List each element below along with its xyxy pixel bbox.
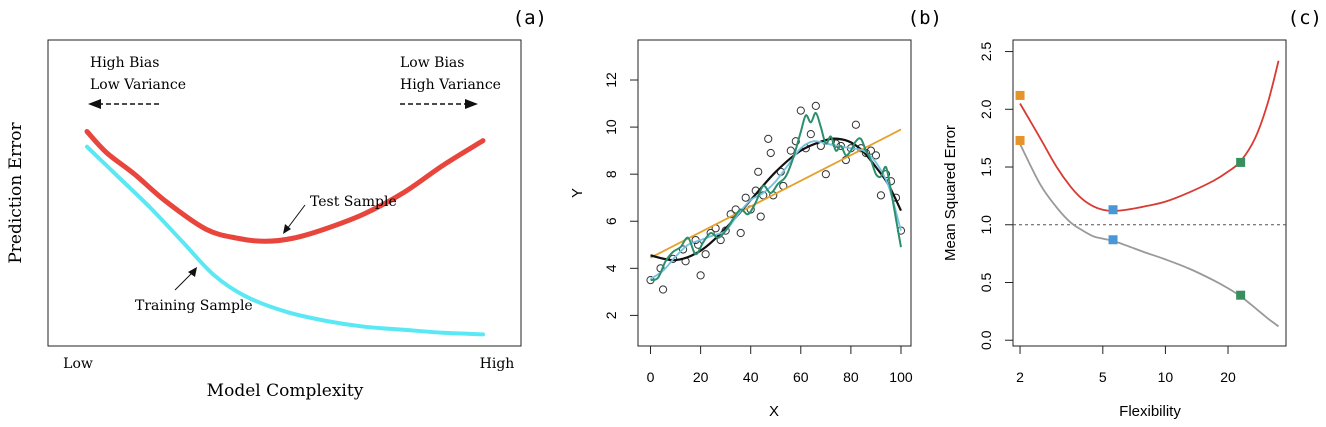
test-sample-arrow (283, 204, 306, 234)
x-tick-label: 20 (1220, 369, 1236, 385)
square-marker (1236, 290, 1246, 300)
high-variance-text: High Variance (400, 77, 501, 93)
panel-c: (c) 2 5 10 20 0.0 0.5 1.0 1.5 2.0 2.5 Flexibility… (942, 7, 1322, 420)
panel-c-y-axis-label: Mean Squared Error (942, 125, 959, 261)
x-tick-label: 0 (647, 369, 655, 385)
data-point (678, 245, 688, 254)
y-tick-label: 8 (603, 170, 619, 178)
y-tick-label: 2.0 (978, 99, 994, 119)
x-tick-label: 80 (843, 369, 859, 385)
panel-a: (a) High Bias Low Variance Low Bias High… (6, 7, 547, 401)
x-tick-label: 5 (1099, 369, 1107, 385)
y-tick-label: 0.0 (978, 330, 994, 350)
y-tick-label: 2.5 (978, 42, 994, 62)
high-bias-text: High Bias (90, 55, 159, 71)
data-point (796, 106, 805, 115)
panel-a-label: (a) (513, 7, 547, 29)
x-tick-high: High (480, 356, 515, 372)
data-point (658, 285, 668, 294)
panel-b-x-axis-label: X (769, 403, 779, 420)
x-tick-label: 40 (743, 369, 759, 385)
panel-b-ticks: 0 20 40 60 80 100 2 4 6 8 10 12 (603, 72, 913, 385)
training-sample-label: Training Sample (135, 298, 253, 314)
panel-b: (b) 0 20 40 60 80 100 2 4 6 8 10 12 X Y (569, 7, 942, 420)
panel-b-points (646, 101, 906, 294)
linear-fit-line (650, 128, 902, 259)
panel-c-x-axis-label: Flexibility (1119, 403, 1181, 420)
panel-a-x-axis-label: Model Complexity (207, 381, 364, 401)
data-point (876, 191, 886, 200)
smooth-fit-line (650, 137, 902, 262)
right-dashed-arrow (400, 99, 478, 109)
low-variance-text: Low Variance (90, 77, 186, 93)
panel-b-label: (b) (908, 7, 942, 29)
data-point (791, 137, 800, 146)
panel-a-curves (84, 129, 486, 337)
data-point (754, 167, 763, 176)
panel-c-curves (1013, 60, 1286, 328)
data-point (756, 212, 765, 221)
panel-c-label: (c) (1288, 7, 1322, 29)
x-tick-label: 60 (793, 369, 809, 385)
panel-b-frame (637, 39, 912, 347)
panel-b-curves (650, 111, 902, 282)
x-tick-label: 2 (1016, 369, 1024, 385)
data-point (764, 134, 773, 143)
panel-c-ticks: 2 5 10 20 0.0 0.5 1.0 1.5 2.0 2.5 (978, 42, 1236, 385)
y-tick-label: 4 (603, 264, 619, 272)
test-sample-label: Test Sample (310, 194, 397, 210)
data-point (871, 151, 881, 160)
y-tick-label: 1.5 (978, 157, 994, 177)
panel-b-y-axis-label: Y (569, 188, 586, 198)
left-dashed-arrow (88, 99, 162, 109)
square-marker (1236, 157, 1246, 167)
square-marker (1108, 235, 1118, 245)
panel-c-markers (1015, 90, 1246, 300)
data-point (831, 139, 840, 148)
data-point (851, 120, 860, 129)
square-marker (1108, 205, 1118, 215)
series-line-training-sample (85, 144, 485, 337)
data-point (701, 250, 710, 259)
data-point (766, 148, 775, 158)
data-point (811, 101, 820, 111)
panel-a-y-axis-label: Prediction Error (6, 121, 26, 263)
data-point (806, 130, 815, 139)
y-tick-label: 0.5 (978, 273, 994, 293)
x-tick-label: 100 (889, 369, 913, 385)
panel-a-frame (47, 39, 522, 347)
training-sample-arrow (174, 267, 197, 291)
square-marker (1015, 135, 1025, 145)
data-point (866, 146, 876, 155)
y-tick-label: 12 (603, 72, 619, 88)
data-point (696, 271, 705, 280)
data-point (741, 193, 750, 202)
y-tick-label: 6 (603, 217, 619, 225)
low-bias-text: Low Bias (400, 55, 464, 71)
square-marker (1015, 90, 1025, 100)
series-line-test-sample (84, 129, 486, 244)
x-tick-low: Low (63, 356, 93, 372)
data-point (736, 228, 745, 238)
wiggly-fit-line (650, 111, 902, 282)
data-point (821, 170, 830, 179)
y-tick-label: 2 (603, 311, 619, 319)
panel-c-frame (1012, 39, 1287, 347)
test-mse-line (1019, 60, 1280, 212)
data-point (786, 146, 795, 155)
x-tick-label: 20 (693, 369, 709, 385)
y-tick-label: 10 (603, 119, 619, 135)
y-tick-label: 1.0 (978, 215, 994, 235)
x-tick-label: 10 (1158, 369, 1174, 385)
